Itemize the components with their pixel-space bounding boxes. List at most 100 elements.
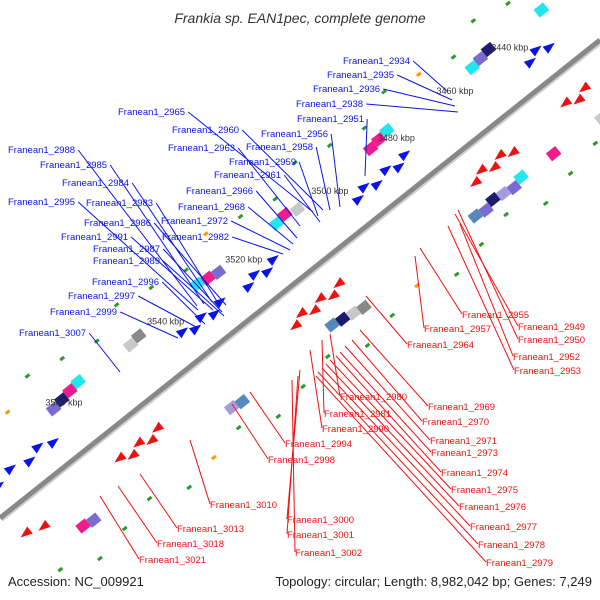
upper-leader-line — [137, 295, 199, 329]
reverse-gene-4 — [133, 436, 146, 448]
feature-mark-0 — [57, 566, 64, 573]
feature-mark-8 — [186, 484, 193, 491]
forward-gene-18-arrow — [392, 162, 405, 174]
scale-tick-label: 3540 kbp — [147, 317, 184, 327]
reverse-gene-18 — [560, 96, 573, 108]
scale-tick-label: 3520 kbp — [225, 254, 262, 264]
reverse-gene-16-arrow — [494, 148, 507, 160]
forward-gene-22 — [542, 42, 555, 54]
lower-leader-line — [291, 379, 296, 553]
ortholog-box-upper-8 — [210, 264, 227, 280]
lower-gene-label: Franean1_2994 — [285, 439, 352, 450]
lower-gene-label: Franean1_2976 — [459, 502, 526, 513]
upper-leader-line — [241, 129, 324, 211]
ortholog-box-upper-13 — [370, 131, 387, 148]
forward-gene-11-arrow — [247, 269, 261, 281]
reverse-gene-1 — [38, 519, 51, 531]
upper-leader-line — [383, 88, 456, 107]
lower-leader-line — [457, 209, 519, 340]
ortholog-box-lower-8-box — [467, 208, 484, 224]
feature-mark-18 — [324, 353, 331, 360]
reverse-gene-0 — [20, 526, 33, 538]
feature-mark-36-box — [592, 140, 599, 147]
upper-leader-line — [109, 164, 205, 305]
upper-gene-label: Franean1_2959 — [229, 157, 296, 168]
feature-mark-34-box — [567, 170, 574, 177]
feature-mark-6-box — [146, 495, 153, 502]
feature-mark-27 — [361, 125, 368, 131]
reverse-gene-6-arrow — [152, 421, 165, 433]
feature-mark-33-box — [450, 54, 457, 60]
forward-gene-5 — [175, 327, 189, 339]
upper-leader-line — [119, 311, 179, 339]
scale-tick-label: 3560 kbp — [45, 398, 82, 408]
feature-mark-12-box — [235, 424, 242, 431]
ortholog-box-lower-14-box — [545, 146, 562, 162]
ortholog-box-lower-9 — [478, 202, 494, 218]
forward-gene-3 — [31, 442, 44, 454]
feature-mark-5 — [24, 373, 31, 379]
forward-gene-2 — [23, 456, 36, 468]
ortholog-box-lower-4-box — [324, 317, 340, 333]
forward-gene-16 — [370, 179, 383, 191]
feature-mark-9-box — [94, 338, 100, 344]
upper-leader-line — [283, 174, 321, 223]
upper-leader-line — [130, 236, 214, 311]
upper-leader-line — [155, 202, 219, 304]
lower-leader-line — [339, 351, 432, 453]
ortholog-box-lower-0-box — [75, 518, 91, 534]
ortholog-box-upper-2 — [62, 383, 78, 399]
reverse-gene-15 — [488, 160, 502, 172]
upper-gene-label: Franean1_2999 — [50, 307, 117, 318]
lower-leader-line — [309, 349, 323, 429]
feature-mark-22 — [389, 312, 396, 319]
feature-mark-2-box — [97, 555, 103, 562]
forward-gene-15-arrow — [357, 182, 370, 194]
forward-gene-4 — [46, 437, 59, 449]
feature-mark-31-box — [415, 71, 422, 78]
feature-mark-7-box — [59, 355, 66, 362]
reverse-gene-9-arrow — [309, 304, 322, 316]
reverse-gene-18-arrow — [560, 96, 573, 108]
ortholog-box-lower-7 — [356, 299, 372, 315]
upper-leader-line — [255, 190, 298, 239]
feature-mark-11-box — [113, 302, 120, 308]
lower-gene-label: Franean1_2953 — [514, 366, 581, 377]
reverse-gene-1-arrow — [38, 519, 51, 531]
reverse-gene-3 — [127, 448, 140, 460]
forward-gene-16-arrow — [370, 179, 383, 191]
upper-leader-line — [153, 222, 227, 306]
ortholog-box-lower-14 — [545, 146, 562, 162]
ortholog-box-upper-16-box — [472, 50, 489, 67]
lower-leader-line — [419, 247, 463, 315]
upper-gene-label: Franean1_2997 — [68, 291, 135, 302]
scale-tick-label: 3480 kbp — [378, 133, 415, 143]
ortholog-box-upper-4-box — [122, 337, 139, 353]
upper-gene-label: Franean1_2935 — [327, 70, 394, 81]
feature-mark-15-box — [183, 267, 189, 273]
upper-gene-label: Franean1_2989 — [93, 256, 160, 267]
upper-leader-line — [396, 74, 453, 101]
feature-mark-28 — [478, 241, 485, 248]
ortholog-box-upper-7-box — [200, 270, 216, 286]
ortholog-box-lower-5 — [334, 311, 351, 327]
ortholog-box-upper-5-box — [130, 328, 147, 344]
feature-mark-17-box — [202, 231, 209, 237]
lower-leader-line — [315, 375, 487, 563]
ortholog-box-upper-10-box — [277, 206, 293, 223]
feature-mark-20-box — [364, 342, 371, 349]
upper-gene-label: Franean1_2968 — [178, 202, 245, 213]
upper-gene-label: Franean1_2984 — [62, 178, 129, 189]
forward-gene-14-arrow — [351, 194, 364, 206]
upper-gene-label: Franean1_2934 — [343, 56, 410, 67]
feature-mark-35 — [470, 18, 477, 24]
feature-mark-21-box — [272, 196, 279, 202]
accession-label: Accession: NC_009921 — [8, 574, 144, 589]
forward-gene-20-arrow — [523, 57, 536, 69]
forward-gene-12-arrow — [261, 267, 274, 279]
feature-mark-3 — [4, 409, 11, 415]
ortholog-box-lower-15 — [593, 110, 600, 126]
upper-leader-line — [298, 161, 319, 217]
lower-gene-label: Franean1_2978 — [478, 540, 545, 551]
lower-gene-label: Franean1_2977 — [470, 522, 537, 533]
